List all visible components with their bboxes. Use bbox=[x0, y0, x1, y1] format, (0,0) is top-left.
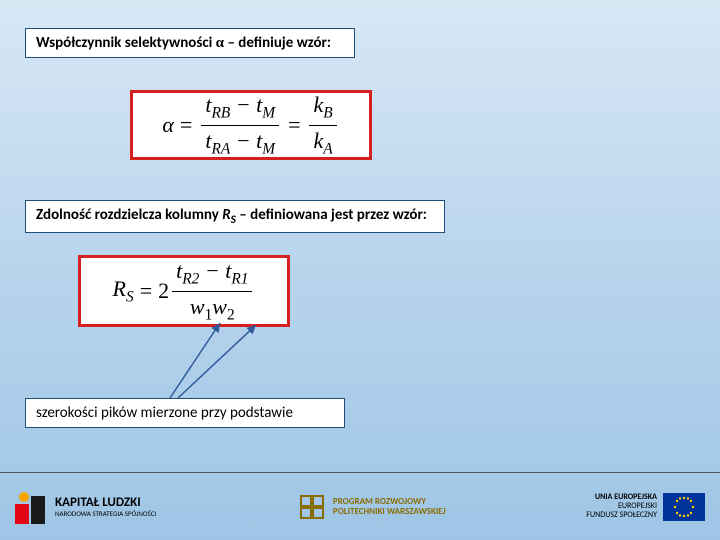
line2: POLITECHNIKI WARSZAWSKIEJ bbox=[333, 507, 446, 517]
selectivity-formula: α = tRB − tM tRA − tM = kB kA bbox=[130, 90, 372, 160]
equals: = bbox=[180, 112, 192, 138]
selectivity-heading: Współczynnik selektywności α – definiuje… bbox=[25, 28, 355, 58]
title: KAPITAŁ LUDZKI bbox=[55, 496, 156, 510]
fraction: tR2 − tR1 w1w2 bbox=[172, 258, 252, 324]
resolution-formula: RS = 2 tR2 − tR1 w1w2 bbox=[78, 255, 290, 327]
text: szerokości pików mierzone przy podstawie bbox=[36, 404, 293, 422]
denominator: kA bbox=[309, 126, 336, 158]
logo-eu: UNIA EUROPEJSKA EUROPEJSKI FUNDUSZ SPOŁE… bbox=[586, 493, 705, 521]
numerator: tRB − tM bbox=[201, 92, 279, 125]
numerator: kB bbox=[309, 92, 336, 125]
subtitle: NARODOWA STRATEGIA SPÓJNOŚCI bbox=[55, 510, 156, 518]
symbol: α bbox=[216, 35, 224, 51]
fraction-1: tRB − tM tRA − tM bbox=[201, 92, 279, 158]
text: – definiuje wzór: bbox=[224, 34, 331, 52]
text: – definiowana jest przez wzór: bbox=[236, 206, 427, 224]
eu-flag-icon bbox=[663, 493, 705, 521]
arrow-line bbox=[178, 325, 256, 398]
pr-icon bbox=[297, 492, 327, 522]
logo-program-rozwojowy: PROGRAM ROZWOJOWY POLITECHNIKI WARSZAWSK… bbox=[297, 492, 446, 522]
lhs: α bbox=[162, 112, 174, 138]
pr-text: PROGRAM ROZWOJOWY POLITECHNIKI WARSZAWSK… bbox=[333, 497, 446, 517]
kl-text: KAPITAŁ LUDZKI NARODOWA STRATEGIA SPÓJNO… bbox=[55, 496, 156, 518]
peak-width-caption: szerokości pików mierzone przy podstawie bbox=[25, 398, 345, 428]
equals: = bbox=[288, 112, 300, 138]
lhs: RS bbox=[113, 276, 134, 306]
kl-icon bbox=[15, 490, 49, 524]
text: Zdolność rozdzielcza kolumny bbox=[36, 206, 222, 224]
arrow-line bbox=[170, 323, 220, 398]
symbol: RS bbox=[222, 206, 236, 224]
logo-kapital-ludzki: KAPITAŁ LUDZKI NARODOWA STRATEGIA SPÓJNO… bbox=[15, 490, 156, 524]
coeff: 2 bbox=[158, 278, 169, 304]
eu-text: UNIA EUROPEJSKA EUROPEJSKI FUNDUSZ SPOŁE… bbox=[586, 493, 657, 519]
fraction-2: kB kA bbox=[309, 92, 336, 158]
line3: FUNDUSZ SPOŁECZNY bbox=[586, 511, 657, 520]
denominator: tRA − tM bbox=[201, 126, 279, 158]
denominator: w1w2 bbox=[186, 292, 239, 324]
resolution-heading: Zdolność rozdzielcza kolumny RS – defini… bbox=[25, 200, 445, 233]
text: Współczynnik selektywności bbox=[36, 34, 216, 52]
equals: = bbox=[140, 278, 152, 304]
footer-logos: KAPITAŁ LUDZKI NARODOWA STRATEGIA SPÓJNO… bbox=[0, 472, 720, 540]
numerator: tR2 − tR1 bbox=[172, 258, 252, 291]
